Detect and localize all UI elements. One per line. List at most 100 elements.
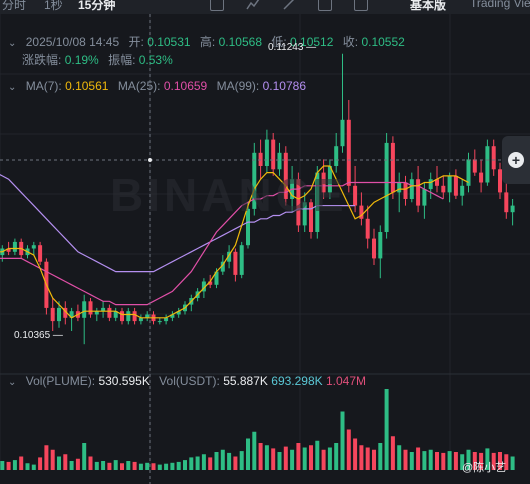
draw-icon[interactable] <box>282 0 296 11</box>
candle-body <box>120 311 124 322</box>
volume-bar <box>195 456 200 470</box>
volume-bar <box>504 454 509 470</box>
low-price-marker: 0.10365 — <box>14 330 63 341</box>
candle-body <box>416 179 421 206</box>
candle-body <box>403 182 408 199</box>
candle-body <box>340 119 345 147</box>
candle-body <box>491 146 496 170</box>
candle-body <box>277 152 282 170</box>
ma99-value: 0.10786 <box>262 79 306 93</box>
volume-bars <box>0 389 515 470</box>
tab-tradingview[interactable]: Trading View <box>470 0 530 10</box>
volume-bar <box>94 461 99 470</box>
ma-collapse-icon[interactable]: ⌄ <box>8 82 17 93</box>
candle-body <box>31 245 36 249</box>
ohlc-readout: ⌄ 2025/10/08 14:45 开: 0.10531 高: 0.10568… <box>8 35 405 49</box>
candle-body <box>246 208 250 246</box>
candle-body <box>378 232 383 259</box>
volume-bar <box>315 440 320 470</box>
candle-body <box>479 172 484 183</box>
tab-basic-view[interactable]: 基本版 <box>410 0 447 12</box>
candle-body <box>126 311 131 322</box>
candle-body <box>157 321 162 323</box>
volume-bar <box>390 436 395 470</box>
volume-bar <box>183 460 187 470</box>
ma99-line <box>0 174 356 273</box>
candle-body <box>346 119 351 186</box>
candle-body <box>88 301 93 315</box>
candle-body <box>107 307 112 318</box>
tab-15m[interactable]: 15分钟 <box>78 0 116 12</box>
volume-bar <box>378 443 383 470</box>
candle-body <box>57 307 61 322</box>
volume-bar <box>277 452 282 470</box>
interval-toolbar: 分时 1秒 15分钟 基本版 Trading View <box>0 0 530 14</box>
volume-bar <box>283 446 288 470</box>
collapse-chevron-icon[interactable]: ⌄ <box>8 38 17 49</box>
volume-bar <box>453 452 458 470</box>
candle-body <box>94 311 99 315</box>
volume-bar <box>227 452 232 470</box>
candle-body <box>201 281 206 292</box>
candle-body <box>50 307 55 322</box>
indicator-icon[interactable] <box>210 0 224 11</box>
candle-body <box>101 307 106 312</box>
amplitude-value: 0.53% <box>138 53 173 67</box>
candle-body <box>258 152 263 166</box>
candle-body <box>485 146 490 183</box>
volume-bar <box>214 452 219 470</box>
high-value: 0.10568 <box>218 35 262 49</box>
volume-bar <box>290 449 295 470</box>
candle-body <box>233 251 238 275</box>
crosshair-dot <box>148 158 152 162</box>
candle-body <box>460 185 465 196</box>
candle-body <box>132 311 137 322</box>
binance-watermark: BINANCE <box>110 169 348 221</box>
candle-body <box>69 311 74 318</box>
volume-bar <box>25 463 30 470</box>
volume-bar <box>170 462 175 470</box>
volume-bar <box>126 461 131 470</box>
volume-bar <box>145 462 150 470</box>
moving-averages <box>0 165 469 319</box>
candle-body <box>372 238 376 259</box>
candle-body <box>302 202 307 226</box>
volume-bar <box>460 454 465 470</box>
volume-bar <box>132 461 137 470</box>
candle-body <box>271 139 276 170</box>
price-chart[interactable] <box>0 14 530 484</box>
open-value: 0.10531 <box>147 35 191 49</box>
tab-1s[interactable]: 1秒 <box>44 0 63 12</box>
ma7-line <box>0 165 469 319</box>
volume-bar <box>365 447 370 470</box>
tab-time[interactable]: 分时 <box>2 0 27 12</box>
volume-bar <box>208 457 213 470</box>
volume-bar <box>479 452 484 470</box>
volume-bar <box>0 461 5 470</box>
volume-bar <box>321 449 326 470</box>
candle-body <box>82 301 87 318</box>
candle-body <box>334 146 339 166</box>
ma25-value: 0.10659 <box>163 79 208 93</box>
vol-ma-b-value: 1.047M <box>326 374 367 388</box>
volume-bar <box>233 456 238 470</box>
volume-bar <box>19 456 24 470</box>
volume-bar <box>101 461 106 470</box>
candle-body <box>170 314 175 318</box>
candle-body <box>466 159 471 186</box>
settings-icon[interactable] <box>318 0 332 11</box>
candle-body <box>397 182 402 193</box>
volume-bar <box>428 449 433 470</box>
high-price-marker: 0.11243 — <box>268 42 317 53</box>
candle-body <box>12 241 17 252</box>
candle-body <box>510 205 515 213</box>
volume-bar <box>138 463 143 470</box>
fullscreen-icon[interactable] <box>354 0 368 11</box>
volume-bar <box>57 456 61 470</box>
vol-collapse-icon[interactable]: ⌄ <box>8 377 17 388</box>
candle-body <box>453 175 458 196</box>
chart-type-icon[interactable] <box>246 0 260 11</box>
volume-bar <box>38 457 43 470</box>
candle-body <box>220 261 225 272</box>
add-indicator-button[interactable]: + <box>502 136 530 184</box>
